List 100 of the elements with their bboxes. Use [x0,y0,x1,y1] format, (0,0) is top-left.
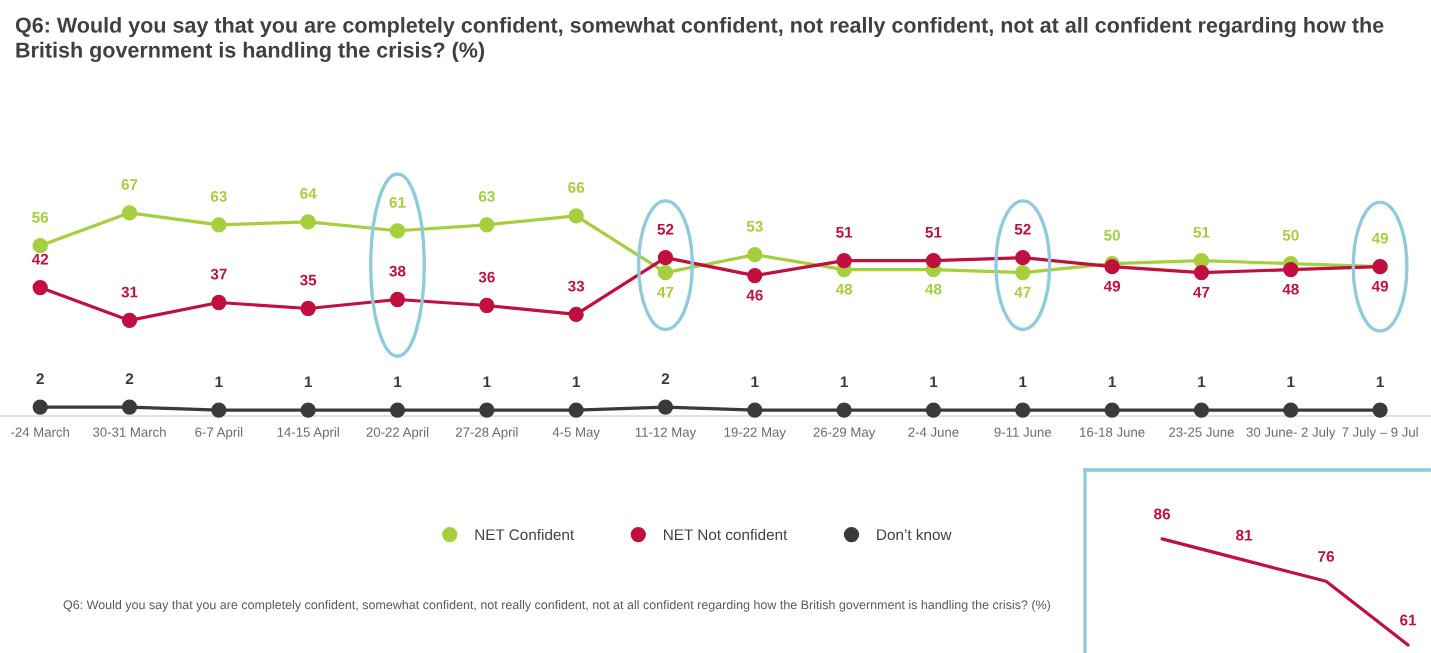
point [657,264,674,281]
data-label: 47 [657,286,674,298]
point [121,399,138,415]
data-label: 1 [304,376,312,387]
data-label: 1 [1198,376,1206,387]
x-tick-label: -24 March [11,427,70,437]
point [211,217,227,233]
point [32,279,48,296]
text: Q6: Would you say that you are completely confident, somewhat confident, not really confident, not at all confident regarding how the British government is handling the crisis? (%) [63,600,1051,612]
data-label: 36 [478,271,495,283]
point [747,267,763,284]
data-label: 1 [751,376,759,387]
x-tick-label: 30-31 March [92,427,166,437]
chart-title: Q6: Would you say that you are completely confident, somewhat confident, not really confident, not at all confident regarding how the British government is handling the crisis? (%) [15,17,1384,62]
point [300,300,316,317]
legend-label: Don’t know [877,528,952,541]
point [389,291,406,308]
point [836,253,852,269]
data-label: 2 [661,373,670,384]
x-tick-label: 2-4 June [908,427,959,437]
data-label: 61 [1400,614,1417,626]
data-label: 47 [1193,286,1210,298]
point [1193,264,1210,281]
x-tick-label: 11-12 May [635,427,697,440]
data-label: 48 [925,283,942,295]
data-label: 49 [1103,280,1121,292]
data-label: 48 [1282,283,1299,295]
point [657,399,674,415]
x-tick-label: 6-7 April [195,427,243,440]
data-label: 76 [1318,551,1334,562]
data-label: 1 [1019,376,1027,387]
point [121,205,138,221]
data-label: 1 [930,376,938,387]
data-label: 63 [210,190,227,202]
point [1283,261,1299,278]
point [657,250,674,266]
x-tick-label: 20-22 April [366,427,429,440]
point [747,402,763,418]
data-label: 31 [121,286,138,298]
data-label: 67 [121,179,138,190]
data-label: 47 [1014,286,1031,298]
legend-label: NET Not confident [664,528,788,541]
point [568,402,584,418]
data-label: 50 [1104,229,1120,241]
data-label: 63 [478,190,495,202]
x-tick-label: 27-28 April [455,427,518,440]
data-label: 1 [840,376,848,387]
point [1015,250,1031,266]
point [32,238,48,254]
x-tick-label: 9-11 June [994,427,1052,437]
x-tick-label: 23-25 June [1169,427,1234,437]
point [925,402,942,418]
point [568,208,584,224]
x-tick-label: 30 June- 2 July [1246,427,1336,440]
point [836,402,852,418]
x-tick-label: 16-18 June [1080,427,1145,437]
x-tick-label: 7 July – 9 Jul [1342,427,1418,440]
point [1372,402,1388,418]
data-label: 51 [925,227,942,238]
point [300,402,316,418]
data-label: 1 [394,376,402,387]
point [1104,402,1120,418]
x-tick-label: 19-22 May [724,427,786,440]
data-label: 1 [1287,376,1295,387]
data-label: 66 [568,182,585,193]
point [1015,264,1031,281]
point [479,217,495,233]
x-tick-label: 4-5 May [552,427,600,440]
data-label: 33 [568,280,585,292]
data-label: 2 [36,373,44,384]
data-label: 1 [483,376,491,387]
data-label: 1 [1108,376,1116,387]
point [300,214,316,230]
data-label: 86 [1154,508,1171,520]
data-label: 35 [300,274,317,286]
point [121,312,138,329]
point [1283,402,1299,418]
x-tick-label: 26-29 May [813,427,876,440]
data-label: 51 [836,227,853,238]
data-label: 1 [1376,376,1384,387]
data-label: 42 [31,253,49,265]
point [568,306,584,323]
data-label: 50 [1282,229,1299,241]
x-tick-label: 14-15 April [277,427,339,440]
point [211,294,227,311]
data-label: 49 [1371,232,1389,244]
point [32,399,48,415]
point [479,402,495,418]
point [1193,402,1210,418]
legend-label: NET Confident [475,528,575,541]
data-label: 61 [389,196,406,208]
data-label: 37 [210,268,227,280]
point [211,402,227,418]
data-label: 52 [657,223,674,235]
data-label: 49 [1371,280,1389,292]
data-label: 46 [746,289,763,301]
data-label: 64 [300,188,317,199]
point [1015,402,1031,418]
point [389,402,406,418]
point [747,247,763,263]
